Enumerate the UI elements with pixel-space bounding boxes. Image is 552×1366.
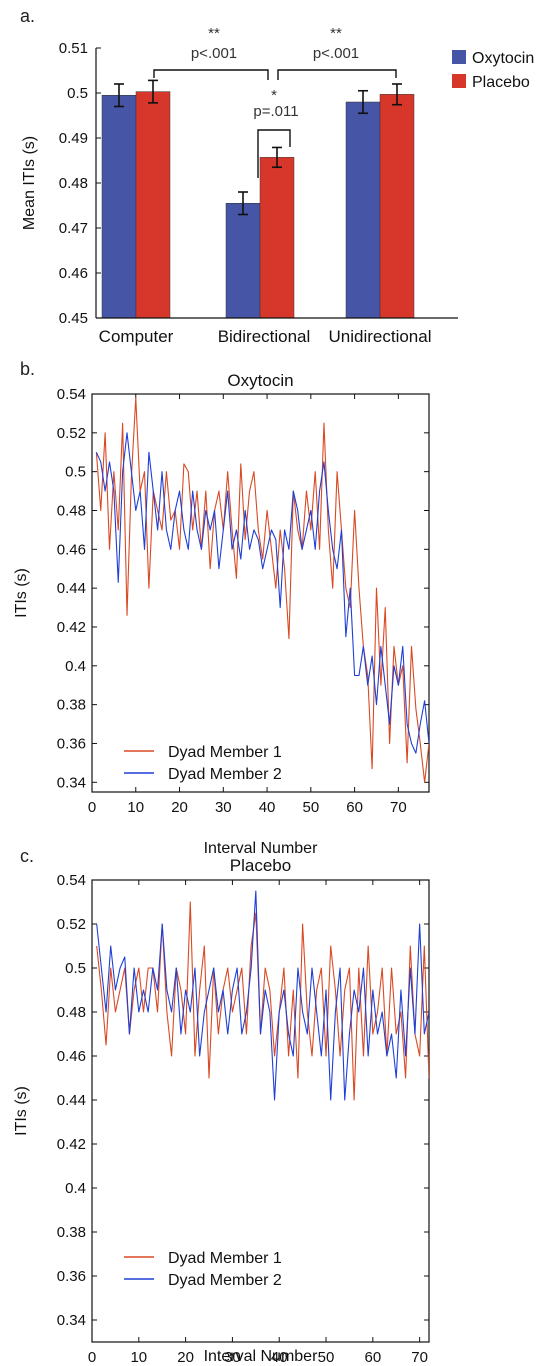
y-tick-label: 0.47	[59, 220, 88, 237]
bar	[346, 102, 380, 318]
x-tick-label: 60	[346, 799, 363, 816]
category-label: Computer	[99, 327, 174, 346]
y-tick-label: 0.52	[57, 916, 86, 933]
y-tick-label: 0.46	[57, 1048, 86, 1065]
legend-label: Dyad Member 2	[168, 1272, 282, 1289]
y-tick-label: 0.49	[59, 130, 88, 147]
panel-letter: b.	[20, 359, 35, 379]
series-line-2	[96, 433, 429, 753]
chart-title: Oxytocin	[227, 371, 293, 390]
y-tick-label: 0.54	[57, 386, 86, 403]
y-tick-label: 0.44	[57, 1092, 86, 1109]
x-tick-label: 70	[390, 799, 407, 816]
legend-swatch-placebo	[452, 74, 466, 88]
x-axis-label: Interval Number	[204, 840, 318, 857]
y-tick-label: 0.5	[67, 85, 88, 102]
bar	[136, 92, 170, 318]
y-tick-label: 0.51	[59, 40, 88, 57]
y-tick-label: 0.46	[59, 265, 88, 282]
significance-stars: *	[271, 87, 277, 104]
y-tick-label: 0.42	[57, 1136, 86, 1153]
x-tick-label: 60	[364, 1349, 381, 1366]
x-tick-label: 20	[171, 799, 188, 816]
y-tick-label: 0.46	[57, 541, 86, 558]
y-tick-label: 0.48	[59, 175, 88, 192]
y-tick-label: 0.54	[57, 872, 86, 889]
significance-bracket	[278, 70, 396, 80]
y-tick-label: 0.5	[65, 960, 86, 977]
y-tick-label: 0.45	[59, 310, 88, 327]
y-tick-label: 0.4	[65, 658, 86, 675]
legend-label: Dyad Member 2	[168, 766, 282, 783]
y-tick-label: 0.34	[57, 774, 86, 791]
y-axis-label: Mean ITIs (s)	[21, 136, 38, 230]
y-tick-label: 0.38	[57, 1224, 86, 1241]
category-label: Bidirectional	[218, 327, 311, 346]
y-axis-label: ITIs (s)	[13, 1086, 30, 1136]
bar	[260, 157, 294, 318]
y-tick-label: 0.48	[57, 1004, 86, 1021]
p-value-label: p<.001	[313, 45, 359, 62]
y-tick-label: 0.4	[65, 1180, 86, 1197]
x-tick-label: 30	[215, 799, 232, 816]
series-line-1	[96, 398, 429, 782]
x-tick-label: 20	[177, 1349, 194, 1366]
plot-frame	[92, 394, 429, 792]
bar	[226, 203, 260, 318]
y-tick-label: 0.34	[57, 1312, 86, 1329]
legend-label: Dyad Member 1	[168, 744, 282, 761]
y-tick-label: 0.52	[57, 425, 86, 442]
legend-label: Placebo	[472, 74, 530, 91]
bar	[102, 95, 136, 318]
y-tick-label: 0.44	[57, 580, 86, 597]
significance-bracket	[154, 70, 268, 80]
panel-letter: c.	[20, 846, 34, 866]
y-tick-label: 0.5	[65, 464, 86, 481]
significance-stars: **	[330, 25, 342, 42]
y-tick-label: 0.38	[57, 697, 86, 714]
p-value-label: p<.001	[191, 45, 237, 62]
chart-title: Placebo	[230, 856, 291, 875]
p-value-label: p=.011	[253, 103, 298, 120]
x-tick-label: 0	[88, 799, 96, 816]
series-line-1	[97, 902, 434, 1100]
significance-stars: **	[208, 25, 220, 42]
x-tick-label: 70	[411, 1349, 428, 1366]
y-tick-label: 0.42	[57, 619, 86, 636]
y-tick-label: 0.36	[57, 735, 86, 752]
x-tick-label: 10	[130, 1349, 147, 1366]
x-tick-label: 40	[259, 799, 276, 816]
panel-letter-a: a.	[20, 6, 35, 26]
x-tick-label: 50	[318, 1349, 335, 1366]
x-tick-label: 10	[127, 799, 144, 816]
category-label: Unidirectional	[329, 327, 432, 346]
bar	[380, 94, 414, 318]
legend-label: Oxytocin	[472, 50, 534, 67]
y-tick-label: 0.48	[57, 502, 86, 519]
x-axis-label: Interval Number	[204, 1348, 318, 1365]
y-tick-label: 0.36	[57, 1268, 86, 1285]
legend-swatch-oxytocin	[452, 50, 466, 64]
x-tick-label: 50	[302, 799, 319, 816]
legend-label: Dyad Member 1	[168, 1250, 282, 1267]
y-axis-label: ITIs (s)	[13, 568, 30, 618]
x-tick-label: 0	[88, 1349, 96, 1366]
